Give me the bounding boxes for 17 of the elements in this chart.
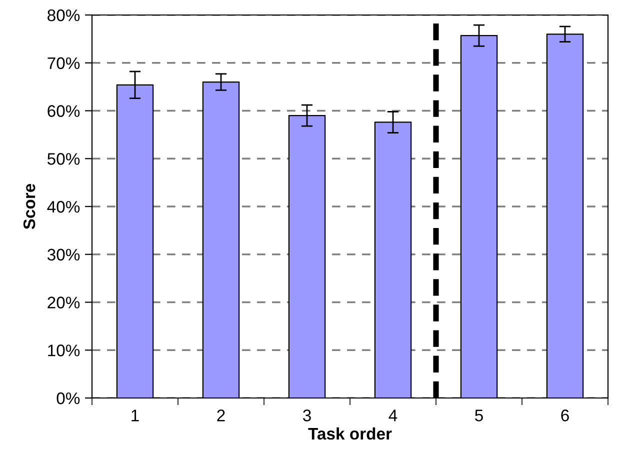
y-tick-label: 10%	[48, 344, 80, 356]
x-tick-label: 3	[303, 410, 311, 422]
y-tick-label: 40%	[47, 200, 80, 213]
x-tick-label: 1	[132, 410, 139, 422]
y-tick-label: 80%	[48, 9, 80, 22]
y-tick-label: 70%	[48, 57, 80, 70]
x-tick-label: 5	[475, 410, 483, 422]
y-tick-label: 50%	[48, 153, 80, 165]
x-axis-title: Task order	[308, 427, 392, 440]
y-tick-label: 30%	[47, 248, 80, 261]
y-axis-title: Score	[23, 184, 36, 230]
x-tick-label: 6	[561, 410, 569, 422]
x-tick-label: 4	[388, 410, 398, 422]
y-tick-label: 0%	[56, 392, 80, 404]
y-tick-label: 20%	[48, 296, 80, 308]
y-tick-label: 60%	[48, 105, 80, 117]
x-tick-label: 2	[217, 410, 225, 422]
